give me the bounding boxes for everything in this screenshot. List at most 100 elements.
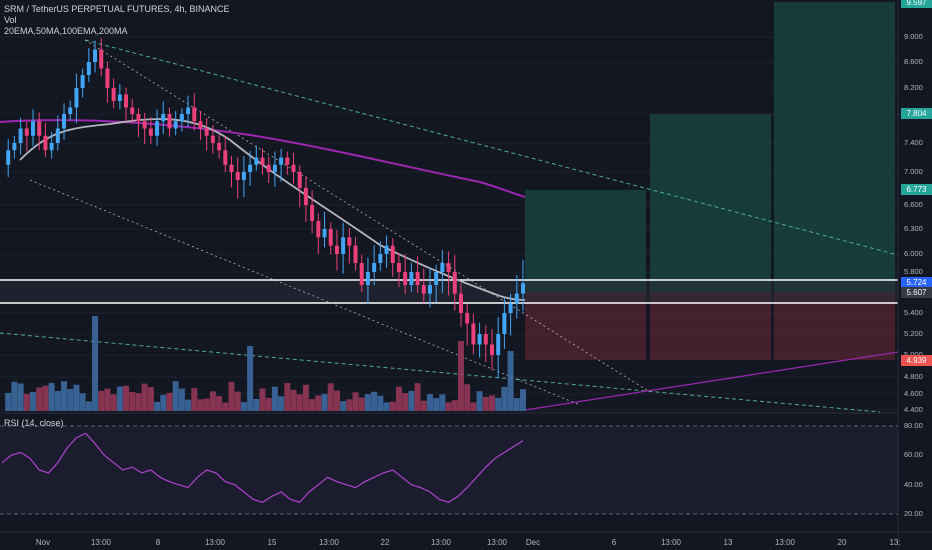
candle-body bbox=[322, 229, 327, 238]
volume-bar bbox=[116, 386, 123, 411]
volume-bar bbox=[191, 388, 198, 411]
candle-body bbox=[179, 114, 184, 122]
candle-body bbox=[477, 334, 482, 345]
volume-bar bbox=[61, 381, 68, 411]
time-tick: 13:00 bbox=[90, 538, 112, 547]
candle-body bbox=[378, 254, 383, 263]
volume-bar bbox=[265, 397, 272, 411]
candle-body bbox=[489, 344, 494, 355]
candle-body bbox=[173, 121, 178, 129]
rsi-legend[interactable]: RSI (14, close) bbox=[4, 418, 64, 428]
volume-legend[interactable]: Vol bbox=[4, 15, 17, 25]
volume-bar bbox=[495, 397, 502, 411]
candle-body bbox=[328, 229, 333, 246]
candle-body bbox=[446, 263, 451, 272]
volume-bar bbox=[42, 385, 49, 411]
time-tick: 13:00 bbox=[774, 538, 796, 547]
trend-lines[interactable] bbox=[0, 39, 899, 413]
candle-body bbox=[43, 135, 48, 151]
candle-body bbox=[452, 272, 457, 294]
volume-bar bbox=[135, 393, 142, 411]
candle-body bbox=[86, 62, 91, 75]
volume-bars bbox=[5, 316, 526, 411]
price-tick: 4.600 bbox=[904, 389, 923, 398]
volume-bar bbox=[470, 402, 477, 411]
volume-bar bbox=[129, 391, 136, 411]
candle-body bbox=[303, 187, 308, 205]
volume-bar bbox=[389, 401, 396, 411]
candle-body bbox=[396, 263, 401, 272]
volume-bar bbox=[73, 384, 80, 411]
volume-bar bbox=[315, 395, 322, 411]
volume-bar bbox=[104, 388, 111, 411]
price-tick: 8.600 bbox=[904, 57, 923, 66]
target-box-1 bbox=[525, 190, 646, 292]
candle-body bbox=[316, 221, 321, 238]
volume-bar bbox=[284, 383, 291, 411]
volume-bar bbox=[451, 400, 458, 411]
candle-body bbox=[409, 272, 414, 286]
volume-bar bbox=[302, 384, 309, 411]
candle-body bbox=[279, 157, 284, 165]
candle-body bbox=[496, 334, 501, 355]
target-box-3 bbox=[774, 2, 895, 292]
volume-bar bbox=[395, 386, 402, 411]
price-tick: 7.400 bbox=[904, 138, 923, 147]
candle-body bbox=[210, 135, 215, 143]
candle-body bbox=[353, 245, 358, 263]
volume-bar bbox=[501, 386, 508, 411]
symbol-title[interactable]: SRM / TetherUS PERPETUAL FUTURES, 4h, BI… bbox=[4, 4, 230, 14]
candle-body bbox=[384, 245, 389, 254]
time-tick: 13:00 bbox=[430, 538, 452, 547]
volume-bar bbox=[278, 396, 285, 411]
candle-body bbox=[49, 143, 54, 151]
volume-bar bbox=[85, 401, 92, 411]
volume-bar bbox=[340, 401, 347, 411]
price-tick: 5.200 bbox=[904, 329, 923, 338]
candle-body bbox=[266, 164, 271, 172]
candle-body bbox=[148, 128, 153, 136]
price-tick: 4.400 bbox=[904, 405, 923, 414]
price-tag: 4.939 bbox=[901, 355, 932, 366]
volume-bar bbox=[358, 397, 365, 411]
volume-bar bbox=[110, 394, 117, 411]
candle-body bbox=[334, 245, 339, 254]
time-tick: 22 bbox=[380, 538, 390, 547]
time-tick: 20 bbox=[837, 538, 847, 547]
candle-body bbox=[117, 94, 122, 101]
price-tag: 7.804 bbox=[901, 107, 932, 119]
volume-bar bbox=[203, 398, 210, 411]
candle-body bbox=[142, 121, 147, 129]
candle-body bbox=[192, 107, 197, 122]
volume-bar bbox=[377, 395, 384, 411]
candle-body bbox=[260, 157, 265, 165]
price-tick: 5.400 bbox=[904, 308, 923, 317]
time-tick: 13 bbox=[723, 538, 733, 547]
indicators-legend[interactable]: 20EMA,50MA,100EMA,200MA bbox=[4, 26, 128, 36]
candle-body bbox=[272, 164, 277, 172]
volume-bar bbox=[271, 386, 278, 411]
volume-bar bbox=[457, 341, 464, 411]
volume-bar bbox=[309, 399, 316, 411]
candle-body bbox=[291, 164, 296, 172]
candle-body bbox=[99, 49, 104, 69]
ma50-line bbox=[19, 118, 526, 301]
volume-bar bbox=[439, 394, 446, 411]
price-tick: 9.000 bbox=[904, 32, 923, 41]
candle-body bbox=[80, 75, 85, 88]
volume-bar bbox=[408, 390, 415, 411]
price-tag: 5.724 bbox=[901, 277, 932, 288]
candle-body bbox=[502, 313, 507, 334]
volume-bar bbox=[54, 391, 61, 411]
volume-bar bbox=[482, 396, 489, 411]
candle-body bbox=[434, 272, 439, 286]
price-tick: 8.200 bbox=[904, 83, 923, 92]
volume-bar bbox=[433, 398, 440, 411]
volume-bar bbox=[346, 399, 353, 411]
volume-bar bbox=[48, 382, 55, 411]
candle-body bbox=[167, 114, 172, 129]
price-tag: 5.607 bbox=[901, 287, 932, 298]
rsi-pane bbox=[0, 412, 898, 515]
volume-bar bbox=[228, 381, 235, 411]
